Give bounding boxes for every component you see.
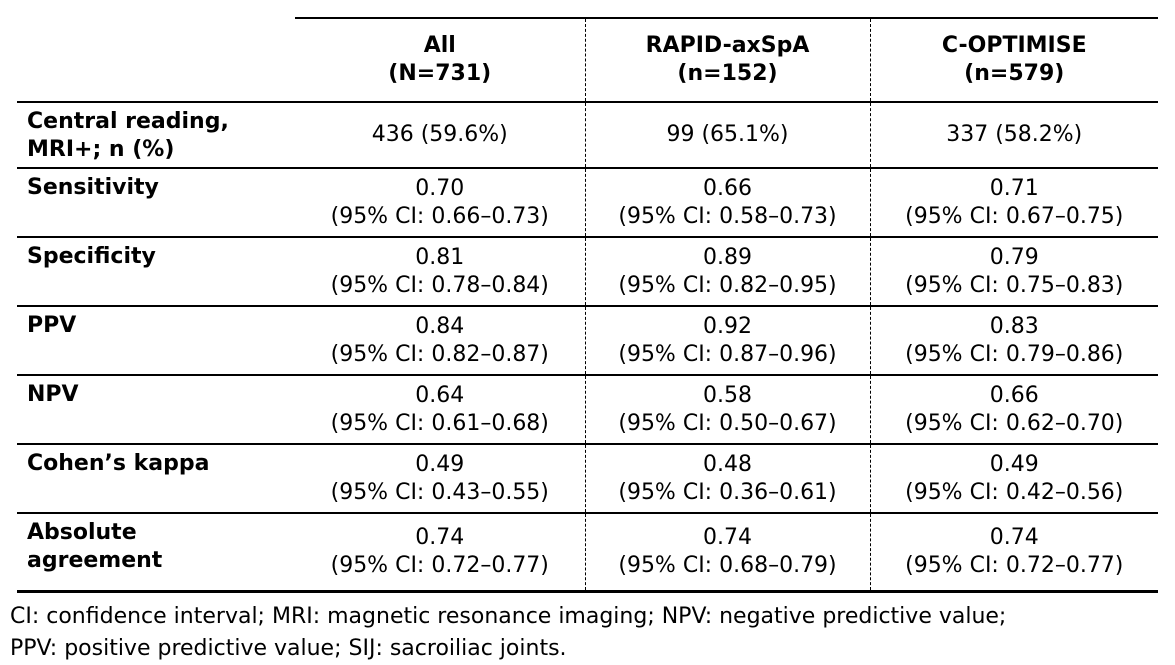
table-row-cohens-kappa: Cohen’s kappa 0.49 (95% CI: 0.43–0.55) 0… [17,443,1158,513]
row-label: Cohen’s kappa [17,443,295,513]
cell-value: 0.66 (95% CI: 0.62–0.70) [869,374,1158,444]
cell-value: 0.58 (95% CI: 0.50–0.67) [584,374,870,444]
cell-value: 0.49 (95% CI: 0.42–0.56) [869,443,1158,513]
table-row-specificity: Specificity 0.81 (95% CI: 0.78–0.84) 0.8… [17,236,1158,306]
row-label: Specificity [17,236,295,306]
table-row-npv: NPV 0.64 (95% CI: 0.61–0.68) 0.58 (95% C… [17,374,1158,444]
row-label: Central reading, MRI+; n (%) [17,101,295,168]
cell-value: 0.83 (95% CI: 0.79–0.86) [869,305,1158,375]
cell-value: 0.81 (95% CI: 0.78–0.84) [295,236,585,306]
corner-cell [17,18,295,102]
footnote-line-2: PPV: positive predictive value; SIJ: sac… [10,636,567,661]
cell-value: 0.49 (95% CI: 0.43–0.55) [295,443,585,513]
row-label: NPV [17,374,295,444]
cell-value: 99 (65.1%) [584,101,870,168]
column-header-rapid-axspa: RAPID-axSpA (n=152) [584,17,870,102]
cell-value: 0.70 (95% CI: 0.66–0.73) [295,167,585,237]
cell-value: 0.89 (95% CI: 0.82–0.95) [584,236,870,306]
table-row-ppv: PPV 0.84 (95% CI: 0.82–0.87) 0.92 (95% C… [17,305,1158,375]
row-label: Absolute agreement [17,512,295,593]
cell-value: 0.79 (95% CI: 0.75–0.83) [869,236,1158,306]
footnote-line-1: CI: confidence interval; MRI: magnetic r… [10,604,1007,629]
cell-value: 0.48 (95% CI: 0.36–0.61) [584,443,870,513]
cell-value: 0.71 (95% CI: 0.67–0.75) [869,167,1158,237]
cell-value: 0.64 (95% CI: 0.61–0.68) [295,374,585,444]
abbreviations-footnote: CI: confidence interval; MRI: magnetic r… [10,601,1175,665]
cell-value: 337 (58.2%) [869,101,1158,168]
row-label: Sensitivity [17,167,295,237]
cell-value: 0.84 (95% CI: 0.82–0.87) [295,305,585,375]
table-row-sensitivity: Sensitivity 0.70 (95% CI: 0.66–0.73) 0.6… [17,167,1158,237]
cell-value: 0.74 (95% CI: 0.72–0.77) [869,512,1158,593]
cell-value: 436 (59.6%) [295,101,585,168]
header-row: All (N=731) RAPID-axSpA (n=152) C-OPTIMI… [17,17,1158,102]
column-header-c-optimise: C-OPTIMISE (n=579) [869,17,1158,102]
cell-value: 0.92 (95% CI: 0.87–0.96) [584,305,870,375]
table-row-absolute-agreement: Absolute agreement 0.74 (95% CI: 0.72–0.… [17,512,1158,593]
cell-value: 0.74 (95% CI: 0.72–0.77) [295,512,585,593]
cell-value: 0.74 (95% CI: 0.68–0.79) [584,512,870,593]
cell-value: 0.66 (95% CI: 0.58–0.73) [584,167,870,237]
row-label: PPV [17,305,295,375]
table-row-central-reading: Central reading, MRI+; n (%) 436 (59.6%)… [17,101,1158,168]
diagnostic-performance-table: All (N=731) RAPID-axSpA (n=152) C-OPTIMI… [17,17,1158,593]
column-header-all: All (N=731) [295,17,585,102]
